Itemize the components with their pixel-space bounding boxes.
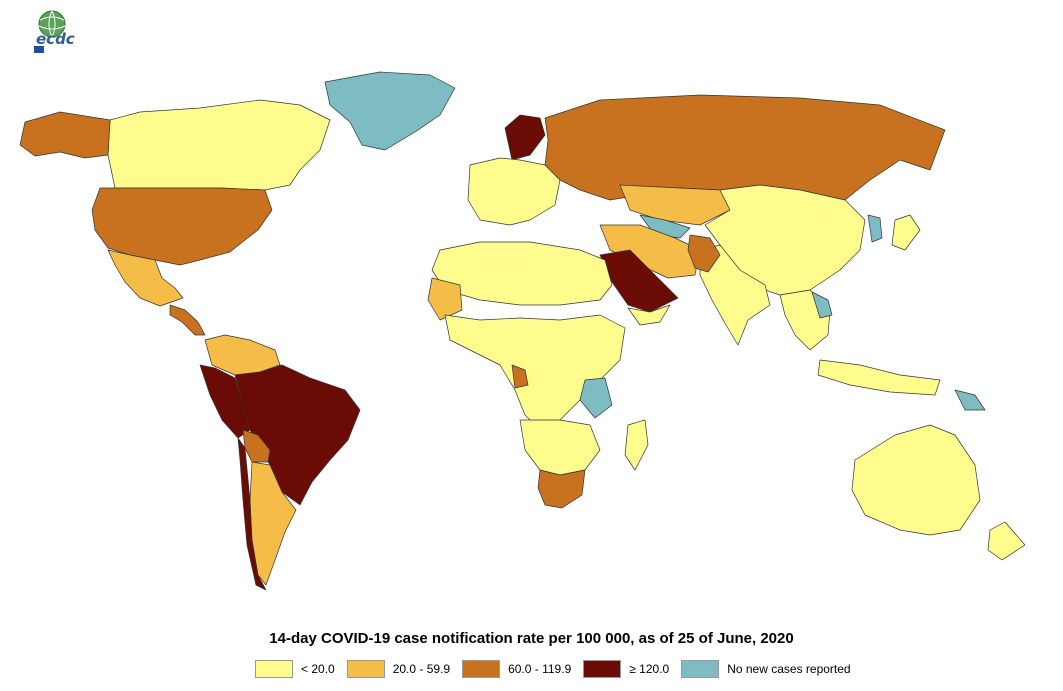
legend-item: < 20.0 bbox=[255, 660, 335, 678]
region-russia bbox=[544, 94, 946, 201]
region-gabon bbox=[511, 364, 529, 389]
globe-icon bbox=[34, 10, 66, 53]
legend-item: 60.0 - 119.9 bbox=[462, 660, 571, 678]
legend-swatch bbox=[255, 660, 293, 678]
region-indonesia bbox=[817, 359, 941, 396]
region-mexico bbox=[107, 249, 184, 307]
region-papua-new-guinea bbox=[954, 389, 986, 411]
legend-item: ≥ 120.0 bbox=[583, 660, 669, 678]
legend-label: ≥ 120.0 bbox=[629, 662, 670, 676]
region-tanzania bbox=[579, 377, 613, 419]
region-west-africa bbox=[427, 277, 463, 321]
region-canada bbox=[107, 99, 331, 191]
region-south-africa bbox=[537, 469, 586, 509]
region-western-europe bbox=[467, 157, 561, 226]
region-scandinavia bbox=[504, 114, 546, 161]
legend-label: No new cases reported bbox=[727, 662, 851, 676]
region-yemen-oman bbox=[627, 304, 671, 326]
legend-item: 20.0 - 59.9 bbox=[346, 660, 451, 678]
region-madagascar bbox=[624, 419, 649, 471]
map-title: 14-day COVID-19 case notification rate p… bbox=[269, 630, 794, 647]
region-greenland bbox=[324, 71, 456, 151]
region-japan bbox=[891, 214, 921, 251]
legend-label: 20.0 - 59.9 bbox=[392, 662, 451, 676]
legend-swatch bbox=[462, 660, 501, 678]
region-korea bbox=[867, 214, 883, 243]
region-pakistan bbox=[687, 234, 721, 273]
logo-wordmark: ecdc bbox=[36, 30, 75, 48]
region-australia bbox=[851, 424, 981, 536]
region-chile bbox=[237, 437, 267, 591]
legend-swatch bbox=[583, 660, 622, 678]
region-kazakhstan bbox=[619, 184, 731, 226]
legend-item: No new cases reported bbox=[681, 660, 851, 678]
region-central-america bbox=[169, 304, 206, 336]
region-colombia-venezuela bbox=[204, 334, 281, 376]
legend: < 20.0 20.0 - 59.9 60.0 - 119.9 ≥ 120.0 … bbox=[255, 660, 863, 678]
legend-swatch bbox=[681, 660, 720, 678]
legend-label: < 20.0 bbox=[301, 662, 335, 676]
region-southern-africa bbox=[519, 419, 601, 476]
region-saudi-arabia bbox=[599, 249, 679, 313]
ecdc-logo bbox=[28, 8, 84, 58]
world-map bbox=[19, 71, 1026, 591]
legend-label: 60.0 - 119.9 bbox=[508, 662, 572, 676]
legend-swatch bbox=[346, 660, 385, 678]
region-new-zealand bbox=[987, 521, 1026, 561]
region-india bbox=[699, 244, 771, 346]
region-usa bbox=[91, 187, 273, 266]
region-laos bbox=[811, 291, 833, 319]
region-alaska bbox=[19, 111, 111, 159]
